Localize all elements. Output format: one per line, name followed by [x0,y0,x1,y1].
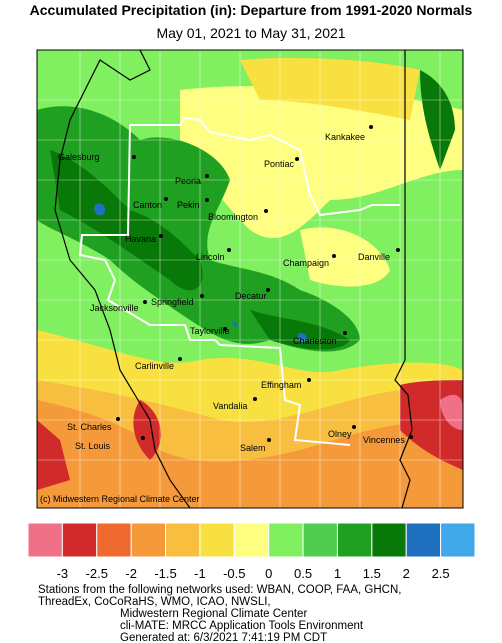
city-label: Charleston [293,336,337,346]
city-dot [343,331,347,335]
map [37,50,463,508]
city-dot [264,209,268,213]
legend-swatch [268,522,304,558]
city-dot [227,248,231,252]
legend-tick-label: -2 [125,566,137,581]
city-label: Pekin [177,200,200,210]
legend-swatch [27,522,63,558]
legend-swatch [233,522,270,558]
legend-tick-label: -3 [57,566,69,581]
legend-swatch [199,522,235,558]
city-label: Taylorville [190,326,230,336]
city-dot [132,155,136,159]
city-label: Effingham [261,380,301,390]
city-label: Danville [358,252,390,262]
legend-tick-label: 1.5 [363,566,381,581]
legend: -3 -2.5 -2 -1.5 -1 -0.5 0 0.5 1 1.5 2 2.5 [27,522,476,581]
footer-line: Midwestern Regional Climate Center [120,608,307,620]
city-label: Champaign [283,258,329,268]
legend-swatch [440,522,476,558]
legend-swatch [371,522,407,558]
city-dot [307,378,311,382]
footer: Stations from the following networks use… [38,584,401,643]
credit: (c) Midwestern Regional Climate Center [40,494,200,504]
city-label: Decatur [235,291,267,301]
footer-line: ThreadEx, CoCoRaHS, WMO, ICAO, NWSLI, [38,596,271,608]
city-label: Bloomington [208,212,258,222]
city-label: St. Louis [75,441,111,451]
city-dot [253,397,257,401]
legend-swatch [61,522,98,558]
footer-line: cli-MATE: MRCC Application Tools Environ… [120,620,364,632]
city-label: Olney [328,429,352,439]
city-dot [205,198,209,202]
city-label: St. Charles [67,422,112,432]
city-label: Vincennes [363,435,405,445]
title: Accumulated Precipitation (in): Departur… [30,2,473,18]
city-dot [409,435,413,439]
legend-swatch [96,522,132,558]
legend-swatch [302,522,338,558]
city-label: Carlinville [135,361,174,371]
city-label: Jacksonville [90,303,139,313]
city-label: Kankakee [325,132,365,142]
legend-swatch [130,522,167,558]
legend-tick-label: -1.5 [154,566,176,581]
city-dot [178,357,182,361]
city-dot [141,436,145,440]
legend-swatch [336,522,373,558]
city-label: Galesburg [58,152,100,162]
footer-line: Stations from the following networks use… [38,584,401,596]
city-label: Peoria [175,176,201,186]
city-dot [164,197,168,201]
city-label: Salem [240,443,266,453]
legend-swatch [405,522,442,558]
city-label: Springfield [151,297,194,307]
legend-tick-label: 0.5 [294,566,312,581]
city-label: Canton [133,200,162,210]
legend-tick-label: 2 [403,566,410,581]
city-dot [116,417,120,421]
city-label: Vandalia [213,401,247,411]
city-dot [332,254,336,258]
city-layer: Kankakee Galesburg Pontiac Peoria Canton Peki… [58,125,413,453]
legend-tick-label: -1 [194,566,206,581]
map-frame [36,49,464,509]
city-dot [352,425,356,429]
city-dot [205,174,209,178]
city-dot [143,300,147,304]
city-dot [295,157,299,161]
legend-tick-label: 1 [334,566,341,581]
city-label: Havana [125,234,156,244]
city-label: Pontiac [264,159,295,169]
legend-tick-label: 0 [265,566,272,581]
city-dot [159,234,163,238]
subtitle: May 01, 2021 to May 31, 2021 [156,25,345,41]
legend-swatch [165,522,201,558]
city-dot [267,438,271,442]
city-dot [396,248,400,252]
city-dot [223,327,227,331]
city-dot [200,294,204,298]
legend-tick-label: 2.5 [432,566,450,581]
footer-line: Generated at: 6/3/2021 7:41:19 PM CDT [120,632,327,643]
legend-tick-label: -0.5 [223,566,245,581]
city-dot [266,288,270,292]
city-dot [369,125,373,129]
legend-tick-label: -2.5 [86,566,108,581]
city-label: Lincoln [196,252,225,262]
